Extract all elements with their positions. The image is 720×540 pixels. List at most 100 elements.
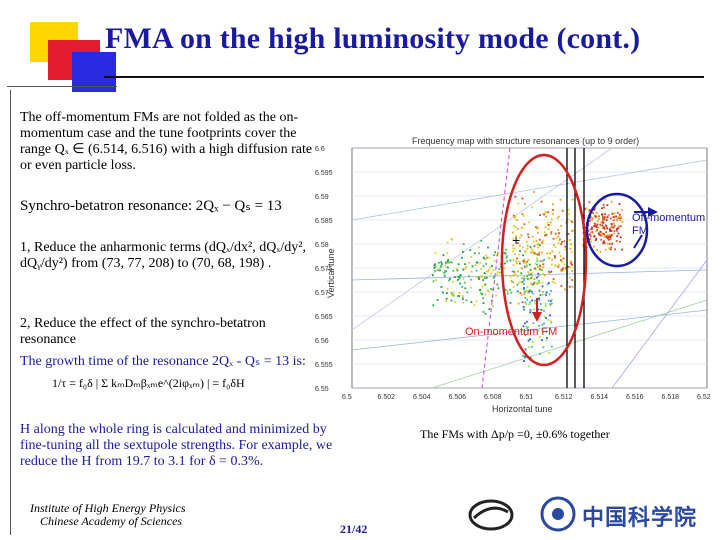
x-tick-label: 6.512 <box>555 394 573 401</box>
tune-point <box>591 217 594 219</box>
tune-point <box>540 268 543 271</box>
tune-point <box>461 286 464 288</box>
tune-point <box>588 209 591 212</box>
tune-point <box>436 299 439 301</box>
tune-point <box>533 278 536 280</box>
tune-point <box>541 241 544 244</box>
tune-point <box>523 278 526 281</box>
tune-point <box>482 302 485 304</box>
tune-point <box>553 244 555 246</box>
tune-point <box>522 260 525 262</box>
tune-point <box>495 294 498 297</box>
tune-point <box>527 271 530 273</box>
tune-point <box>611 242 614 245</box>
tune-point <box>599 224 602 226</box>
tune-point <box>546 252 549 255</box>
tune-point <box>535 240 538 242</box>
tune-point <box>531 341 534 343</box>
tune-point <box>439 269 441 272</box>
tune-point <box>437 269 439 272</box>
tune-point <box>588 233 591 236</box>
tune-point <box>489 266 492 269</box>
tune-point <box>527 272 530 275</box>
tune-point <box>552 278 555 281</box>
tune-point <box>539 238 541 241</box>
tune-point <box>542 290 544 293</box>
tune-point <box>522 254 524 257</box>
resonance-lines <box>351 147 708 389</box>
tune-point <box>529 246 532 248</box>
tune-point <box>615 215 617 218</box>
tune-point <box>555 264 557 267</box>
tune-point <box>526 290 528 293</box>
tune-point <box>462 277 465 280</box>
tune-point <box>546 283 549 286</box>
tune-point <box>538 253 540 256</box>
tune-point <box>605 235 608 238</box>
tune-point <box>553 282 556 285</box>
tune-point <box>568 276 571 279</box>
tune-point <box>464 267 467 270</box>
tune-point <box>588 201 591 204</box>
tune-point <box>533 283 535 286</box>
tune-point <box>585 207 588 210</box>
tune-point <box>550 320 552 323</box>
tune-point <box>485 258 487 260</box>
tune-point <box>487 290 490 292</box>
tune-point <box>606 204 609 206</box>
tune-point <box>524 356 526 358</box>
tune-point <box>540 251 543 254</box>
tune-point <box>618 203 621 205</box>
tune-point <box>601 224 604 227</box>
tune-point <box>452 281 454 283</box>
tune-point <box>534 268 537 271</box>
tune-point <box>509 276 512 278</box>
tune-point <box>562 257 565 260</box>
tune-point <box>617 227 620 229</box>
tune-point <box>599 234 602 237</box>
tune-point <box>484 272 487 275</box>
x-tick-label: 6.504 <box>413 394 431 401</box>
tune-point <box>591 227 593 229</box>
paragraph-h-minimized: H along the whole ring is calculated and… <box>20 422 333 469</box>
tune-point <box>447 259 449 261</box>
tune-point <box>452 269 455 272</box>
tune-point <box>527 292 530 294</box>
tune-point <box>544 293 547 296</box>
tune-point <box>549 304 552 307</box>
tune-point <box>524 250 527 252</box>
tune-point <box>549 314 551 317</box>
tune-point <box>582 244 585 247</box>
tune-point <box>497 251 500 254</box>
tune-point <box>567 218 569 221</box>
tune-point <box>612 222 615 225</box>
tune-point <box>433 267 436 269</box>
tune-point <box>519 280 522 283</box>
tune-point <box>509 259 512 262</box>
tune-point <box>527 326 529 328</box>
tune-point <box>602 217 604 220</box>
tune-point <box>618 217 621 219</box>
tune-point <box>570 243 573 245</box>
tune-point <box>602 233 605 235</box>
tune-point <box>564 248 567 251</box>
tune-point <box>520 272 523 275</box>
tune-point <box>503 252 506 254</box>
tune-point <box>525 303 528 305</box>
tune-point <box>546 337 548 339</box>
tune-point <box>493 260 496 262</box>
tune-point <box>549 221 552 224</box>
decor-square-blue <box>72 52 116 92</box>
tune-point <box>607 238 610 241</box>
tune-point <box>589 215 592 218</box>
tune-point <box>595 212 598 214</box>
tune-point <box>537 329 540 332</box>
tune-point <box>530 206 533 209</box>
tune-point <box>492 269 494 272</box>
tune-point <box>539 303 542 305</box>
paragraph-reduce-effect: 2, Reduce the effect of the synchro-beta… <box>20 316 266 347</box>
tune-point <box>526 244 529 247</box>
tune-point <box>480 240 483 242</box>
tune-point <box>473 252 476 255</box>
tune-point <box>527 346 530 349</box>
